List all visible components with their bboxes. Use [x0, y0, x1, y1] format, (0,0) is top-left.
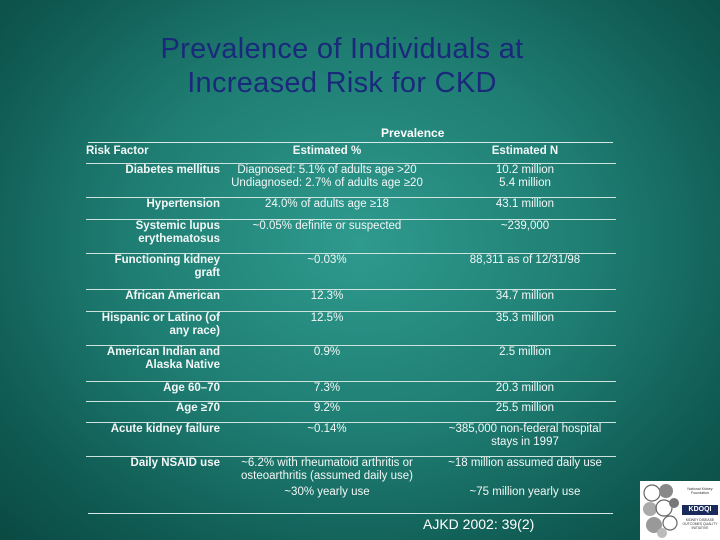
table-bottom-rule [88, 513, 613, 514]
estimated-pct-cell: 0.9% [220, 344, 434, 381]
column-header-risk-factor: Risk Factor [86, 145, 149, 157]
risk-factor-cell [86, 177, 220, 197]
risk-factor-cell: Hispanic or Latino (of any race) [86, 310, 220, 345]
estimated-pct-cell: ~0.05% definite or suspected [220, 218, 434, 253]
estimated-n-cell: 35.3 million [434, 310, 616, 345]
logo-sub-text: KIDNEY DISEASE OUTCOMES QUALITY INITIATI… [682, 518, 718, 530]
table-row: Diabetes mellitus Diagnosed: 5.1% of adu… [86, 163, 616, 177]
risk-factor-cell: Age ≥70 [86, 400, 220, 422]
logo-top-text: National Kidney Foundation [687, 487, 713, 495]
column-header-estimated-pct: Estimated % [292, 145, 362, 157]
kidney-circles-graphic [643, 484, 679, 538]
estimated-pct-cell: 24.0% of adults age ≥18 [220, 196, 434, 219]
table-row: African American 12.3% 34.7 million [86, 288, 616, 311]
estimated-pct-cell: ~6.2% with rheumatoid arthritis or osteo… [220, 455, 434, 486]
table-row: Undiagnosed: 2.7% of adults age ≥20 5.4 … [86, 177, 616, 197]
risk-factor-cell: Acute kidney failure [86, 421, 220, 456]
risk-factor-cell: American Indian and Alaska Native [86, 344, 220, 381]
estimated-n-cell: 5.4 million [499, 177, 551, 189]
estimated-n-cell: 88,311 as of 12/31/98 [434, 252, 616, 289]
table-row: Age 60–70 7.3% 20.3 million [86, 380, 616, 401]
risk-factor-cell: Diabetes mellitus [86, 163, 220, 177]
estimated-pct-cell: Undiagnosed: 2.7% of adults age ≥20 [231, 177, 423, 189]
table-row: Age ≥70 9.2% 25.5 million [86, 400, 616, 422]
estimated-n-cell: 34.7 million [434, 288, 616, 311]
estimated-n-cell: ~385,000 non-federal hospital stays in 1… [434, 421, 616, 456]
estimated-pct-cell: Diagnosed: 5.1% of adults age >20 [220, 163, 434, 177]
table-row: Hispanic or Latino (of any race) 12.5% 3… [86, 310, 616, 345]
estimated-n-cell: 43.1 million [434, 196, 616, 219]
risk-factor-cell: Functioning kidney graft [86, 252, 220, 289]
table-row: ~30% yearly use ~75 million yearly use [86, 486, 616, 502]
table-row: Functioning kidney graft ~0.03% 88,311 a… [86, 252, 616, 289]
kdoqi-logo: National Kidney Foundation KDOQI KIDNEY … [640, 481, 720, 540]
prevalence-header: Prevalence [381, 126, 445, 140]
table-row: Systemic lupus erythematosus ~0.05% defi… [86, 218, 616, 253]
risk-factor-cell: Hypertension [86, 196, 220, 219]
table-row: Acute kidney failure ~0.14% ~385,000 non… [86, 421, 616, 456]
table-row: Hypertension 24.0% of adults age ≥18 43.… [86, 196, 616, 219]
risk-factor-cell: Daily NSAID use [86, 455, 220, 486]
header-top-rule [88, 142, 613, 143]
estimated-n-cell: ~75 million yearly use [469, 486, 581, 498]
estimated-pct-cell: 12.3% [220, 288, 434, 311]
table-header-row: Risk Factor Estimated % Estimated N [86, 145, 616, 164]
risk-factor-cell [86, 486, 220, 502]
estimated-n-cell: 10.2 million [434, 163, 616, 177]
estimated-pct-cell: 7.3% [220, 380, 434, 401]
risk-factor-cell: African American [86, 288, 220, 311]
risk-factor-cell: Age 60–70 [86, 380, 220, 401]
column-header-estimated-n: Estimated N [491, 145, 559, 157]
estimated-n-cell: 2.5 million [434, 344, 616, 381]
risk-factor-cell: Systemic lupus erythematosus [86, 218, 220, 253]
estimated-n-cell: 20.3 million [434, 380, 616, 401]
table-row: American Indian and Alaska Native 0.9% 2… [86, 344, 616, 381]
estimated-pct-cell: ~0.03% [220, 252, 434, 289]
risk-factor-table: Risk Factor Estimated % Estimated N Diab… [86, 145, 616, 502]
estimated-pct-cell: 9.2% [220, 400, 434, 422]
estimated-pct-cell: 12.5% [220, 310, 434, 345]
logo-brand: KDOQI [682, 505, 718, 515]
estimated-pct-cell: ~0.14% [220, 421, 434, 456]
slide-title-line-2: Increased Risk for CKD [187, 67, 497, 99]
estimated-n-cell: ~239,000 [434, 218, 616, 253]
slide-title-line-1: Prevalence of Individuals at [160, 33, 524, 65]
citation: AJKD 2002: 39(2) [423, 516, 535, 532]
estimated-pct-cell: ~30% yearly use [284, 486, 370, 498]
table-row: Daily NSAID use ~6.2% with rheumatoid ar… [86, 455, 616, 486]
estimated-n-cell: 25.5 million [434, 400, 616, 422]
estimated-n-cell: ~18 million assumed daily use [434, 455, 616, 486]
slide-title: Prevalence of Individuals at Increased R… [0, 32, 684, 100]
